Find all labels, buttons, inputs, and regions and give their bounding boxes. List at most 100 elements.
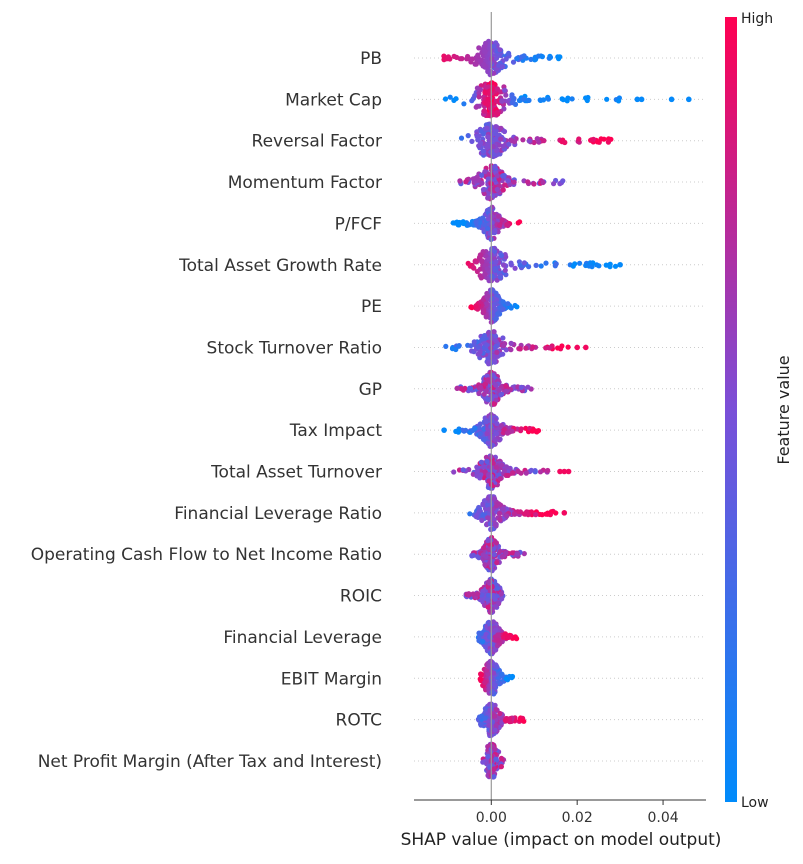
shap-outlier-point [668,96,675,103]
shap-point [486,91,492,97]
shap-point [475,553,481,560]
shap-point [510,470,516,476]
shap-point [491,329,497,335]
shap-point [492,713,498,719]
shap-point [493,722,499,729]
shap-point [480,638,486,645]
shap-point [514,56,520,62]
shap-point [498,422,505,429]
shap-point [523,470,529,476]
shap-point [486,506,492,512]
shap-point [481,190,487,197]
feature-label: P/FCF [335,214,382,234]
shap-point [487,230,493,237]
feature-label: PE [361,297,382,317]
shap-point [501,128,508,135]
shap-point [481,108,487,114]
shap-point [477,676,483,682]
shap-outlier-point [638,96,645,103]
shap-point [482,49,488,55]
shap-point [489,273,495,279]
shap-point [477,87,484,93]
feature-label: ROIC [340,587,382,607]
shap-point [511,511,517,517]
shap-point [505,430,511,436]
shap-point [487,625,493,632]
colorbar-title: Feature value [774,355,793,464]
shap-point [495,637,501,643]
shap-point [500,306,506,312]
shap-point [583,262,589,269]
feature-row: Total Asset Turnover [210,453,706,491]
shap-point [479,630,485,636]
shap-point [547,54,554,60]
x-tick-label: 0.02 [562,810,593,826]
shap-point [525,384,531,390]
shap-point [464,56,470,62]
shap-point [477,252,483,258]
shap-point [545,96,552,102]
shap-point [492,437,498,443]
shap-point [541,138,547,144]
shap-point [485,96,491,102]
shap-point [508,260,514,266]
shap-point [539,54,546,60]
shap-point [473,259,480,265]
shap-point [506,141,512,147]
shap-point [570,263,576,269]
rows-layer: PB Market Cap Reversal Factor Momentum Fact… [31,38,706,780]
shap-point [569,96,575,102]
colorbar-gradient [725,17,737,802]
shap-point [536,139,542,145]
shap-point [453,96,459,102]
shap-point [502,717,508,724]
shap-point [480,131,486,137]
shap-point [480,148,486,154]
shap-point [557,54,563,60]
shap-point [442,96,449,102]
shap-point [503,383,509,389]
shap-point [471,265,477,271]
shap-outlier-point [441,427,447,433]
shap-point [482,169,488,175]
shap-point [535,53,542,59]
shap-point [478,83,484,89]
shap-point [543,260,549,266]
shap-point [484,342,490,348]
shap-point [508,347,514,353]
shap-point [476,45,482,51]
shap-point [577,260,583,266]
shap-point [476,133,482,139]
shap-point [496,52,502,58]
shap-point [505,634,511,641]
shap-point [494,277,500,283]
shap-outlier-point [561,510,568,516]
x-axis-label: SHAP value (impact on model output) [401,830,722,850]
shap-point [525,179,531,185]
shap-point [485,226,491,232]
shap-point [492,163,498,169]
shap-point [546,345,553,351]
shap-point [474,174,480,180]
shap-point [497,680,504,686]
shap-point [486,256,492,262]
shap-point [486,592,492,598]
feature-label: Operating Cash Flow to Net Income Ratio [31,545,382,565]
shap-point [604,96,610,102]
shap-outlier-point [561,468,568,475]
shap-point [504,513,510,519]
shap-point [493,124,499,130]
shap-point [562,139,568,146]
shap-point [480,187,487,193]
shap-point [494,186,500,193]
shap-point [471,339,477,345]
shap-point [496,387,502,393]
feature-row: Reversal Factor [252,121,706,160]
feature-row: Momentum Factor [228,163,706,202]
shap-point [515,220,521,226]
shap-point [481,44,487,50]
shap-point [502,267,508,273]
shap-point [463,179,469,185]
shap-point [514,304,520,310]
